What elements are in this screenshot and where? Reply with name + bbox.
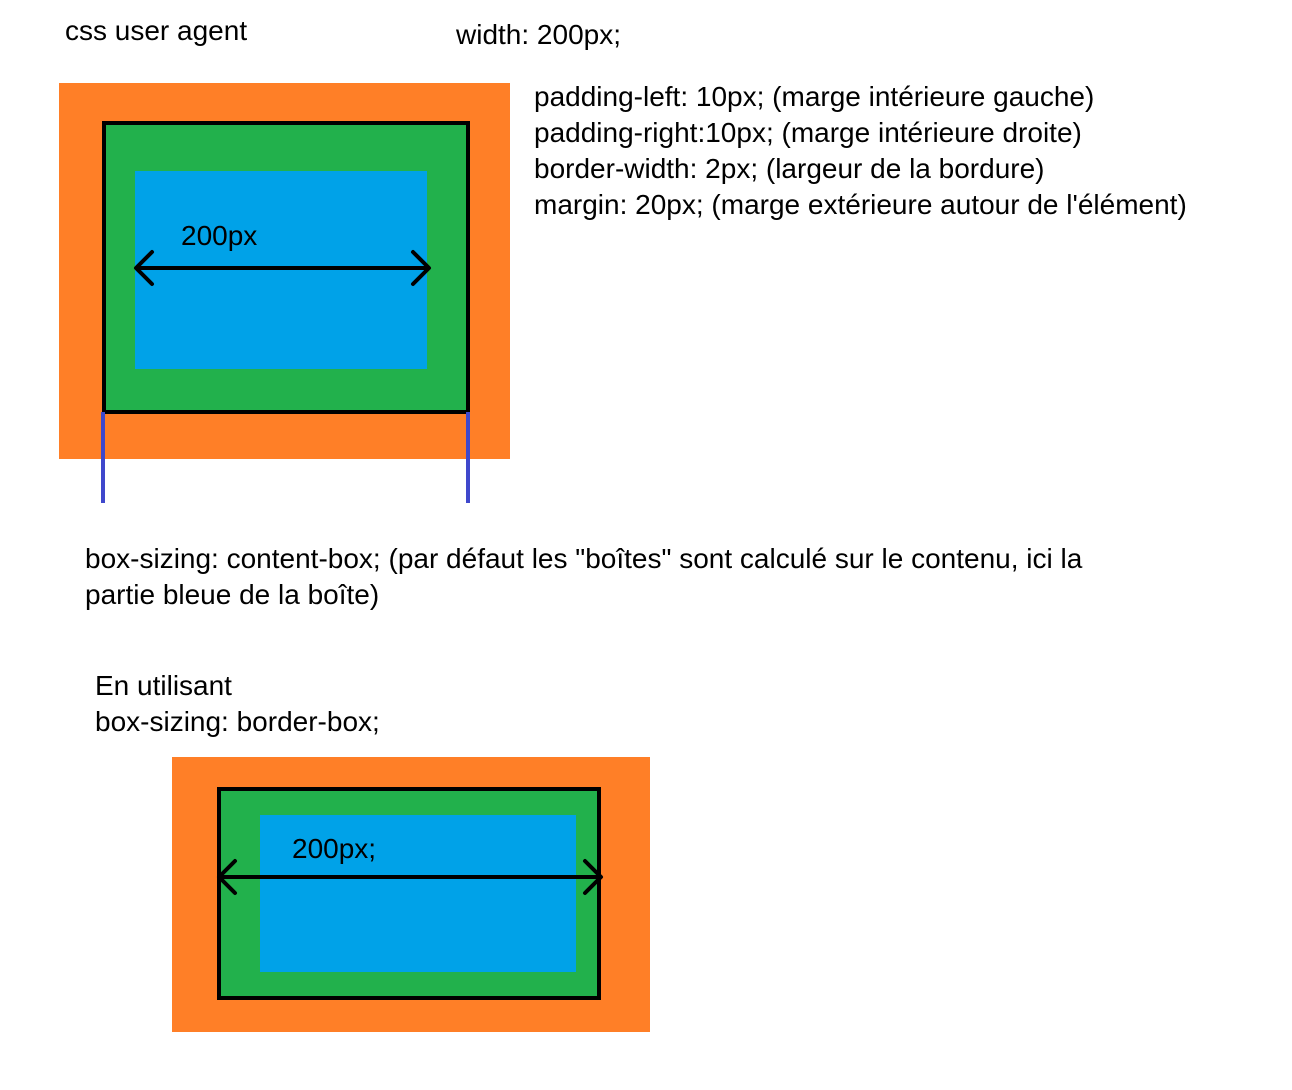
content-area-2 xyxy=(260,815,576,972)
property-padding-left: padding-left: 10px; (marge intérieure ga… xyxy=(534,81,1095,112)
measure-label-content: 200px xyxy=(181,220,258,251)
guide-line-left xyxy=(101,412,105,503)
content-box-note-line2: partie bleue de la boîte) xyxy=(85,579,380,610)
property-padding-right: padding-right:10px; (marge intérieure dr… xyxy=(534,117,1082,148)
measure-label-border: 200px; xyxy=(292,833,377,864)
border-box-note-line2: box-sizing: border-box; xyxy=(95,706,380,737)
content-box-note-line1: box-sizing: content-box; (par défaut les… xyxy=(85,543,1083,574)
diagram-title: css user agent xyxy=(65,15,248,46)
border-box-note-line1: En utilisant xyxy=(95,670,232,701)
width-rule: width: 200px; xyxy=(456,19,621,50)
property-margin: margin: 20px; (marge extérieure autour d… xyxy=(534,189,1187,220)
property-border-width: border-width: 2px; (largeur de la bordur… xyxy=(534,153,1045,184)
guide-line-right xyxy=(466,412,470,503)
